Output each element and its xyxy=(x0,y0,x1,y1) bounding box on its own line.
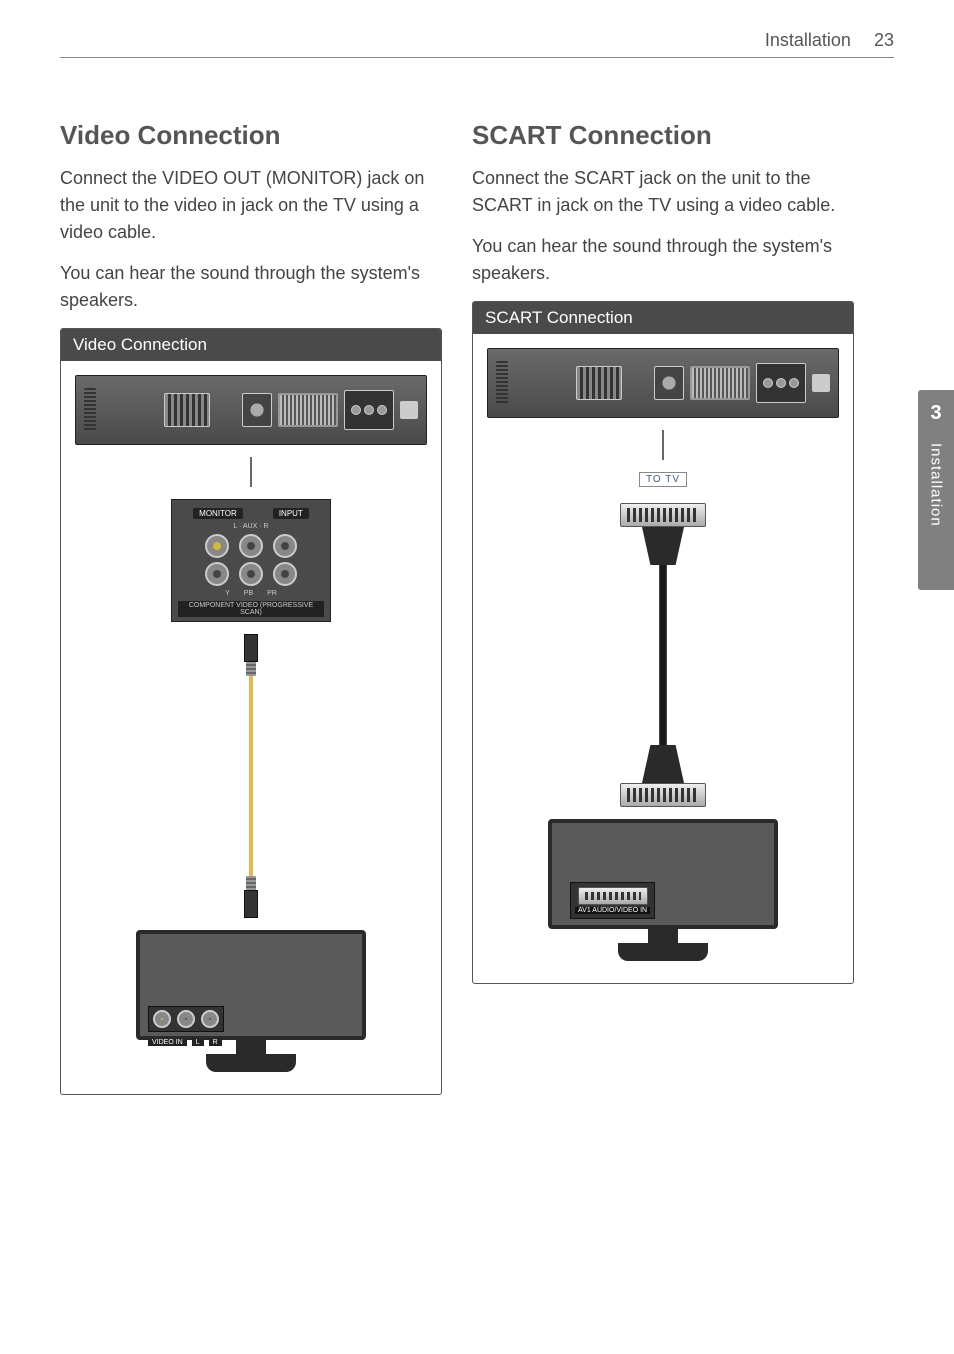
tv-video-in-jack-icon xyxy=(153,1010,171,1028)
pb-label: PB xyxy=(244,590,253,597)
page-number: 23 xyxy=(874,30,894,50)
tv-video-in-label: VIDEO IN xyxy=(148,1039,187,1046)
optical-port-icon xyxy=(400,401,418,419)
component-label: COMPONENT VIDEO (PROGRESSIVE SCAN) xyxy=(178,601,324,617)
rca-plug-top-icon xyxy=(244,634,258,662)
scart-connection-para2: You can hear the sound through the syste… xyxy=(472,233,854,287)
scart-connector-bottom-icon xyxy=(620,783,706,807)
scart-port-icon xyxy=(690,366,750,400)
ferrule-icon xyxy=(246,876,256,890)
scart-cable xyxy=(620,503,706,807)
tv-port-labels: VIDEO IN L R xyxy=(148,1039,222,1046)
video-diagram-body: MONITOR INPUT L · AUX · R xyxy=(61,361,441,1094)
scart-connection-para1: Connect the SCART jack on the unit to th… xyxy=(472,165,854,219)
input-label: INPUT xyxy=(273,508,309,519)
aux-l-jack-icon xyxy=(239,534,263,558)
video-connection-para1: Connect the VIDEO OUT (MONITOR) jack on … xyxy=(60,165,442,246)
device-rear-panel xyxy=(487,348,839,418)
rca-cluster-icon xyxy=(344,390,394,430)
header-section: Installation xyxy=(765,30,851,50)
callout-line xyxy=(250,457,252,487)
rca-cluster-icon xyxy=(756,363,806,403)
vent-icon xyxy=(496,361,508,405)
scart-wire xyxy=(659,565,667,745)
scart-diagram: SCART Connection TO TV xyxy=(472,301,854,984)
tv-audio-l-jack-icon xyxy=(177,1010,195,1028)
vent-icon xyxy=(84,388,96,432)
pr-label: PR xyxy=(267,590,277,597)
scart-diagram-title: SCART Connection xyxy=(473,302,853,334)
chapter-label: Installation xyxy=(928,443,945,527)
monitor-label: MONITOR xyxy=(193,508,243,519)
right-column: SCART Connection Connect the SCART jack … xyxy=(472,120,854,1095)
scart-port-icon xyxy=(278,393,338,427)
tv-icon: AV1 AUDIO/VIDEO IN xyxy=(548,819,778,969)
chapter-number: 3 xyxy=(930,402,941,425)
optical-port-icon xyxy=(812,374,830,392)
page-header: Installation 23 xyxy=(60,30,894,58)
tv-scart-port-icon xyxy=(578,887,648,905)
zoom-panel: MONITOR INPUT L · AUX · R xyxy=(171,499,331,622)
fan-icon xyxy=(654,366,684,400)
tv-scart-input: AV1 AUDIO/VIDEO IN xyxy=(570,882,655,919)
to-tv-label: TO TV xyxy=(639,472,687,487)
rca-cable xyxy=(244,634,258,918)
tv-scart-label: AV1 AUDIO/VIDEO IN xyxy=(575,907,650,914)
speaker-terminals-icon xyxy=(164,393,210,427)
rca-plug-bottom-icon xyxy=(244,890,258,918)
cable-wire xyxy=(249,676,253,876)
scart-connector-top-icon xyxy=(620,503,706,527)
video-diagram: Video Connection MONITOR xyxy=(60,328,442,1095)
device-rear-panel xyxy=(75,375,427,445)
scart-connection-heading: SCART Connection xyxy=(472,120,854,151)
component-pb-jack-icon xyxy=(239,562,263,586)
component-pr-jack-icon xyxy=(273,562,297,586)
tv-r-label: R xyxy=(209,1039,222,1046)
monitor-jack-icon xyxy=(205,534,229,558)
ferrule-icon xyxy=(246,662,256,676)
callout-line xyxy=(662,430,664,460)
main-content: Video Connection Connect the VIDEO OUT (… xyxy=(60,120,854,1095)
speaker-terminals-icon xyxy=(576,366,622,400)
fan-icon xyxy=(242,393,272,427)
tv-audio-r-jack-icon xyxy=(201,1010,219,1028)
left-column: Video Connection Connect the VIDEO OUT (… xyxy=(60,120,442,1095)
side-chapter-tab: 3 Installation xyxy=(918,390,954,590)
video-connection-heading: Video Connection xyxy=(60,120,442,151)
scart-diagram-body: TO TV AV1 AUDIO/VIDEO IN xyxy=(473,334,853,983)
tv-l-label: L xyxy=(192,1039,204,1046)
scart-plug-body-icon xyxy=(642,745,684,783)
tv-icon: VIDEO IN L R xyxy=(136,930,366,1080)
aux-label: L · AUX · R xyxy=(233,523,268,530)
tv-input-ports xyxy=(148,1006,224,1032)
video-connection-para2: You can hear the sound through the syste… xyxy=(60,260,442,314)
video-diagram-title: Video Connection xyxy=(61,329,441,361)
scart-plug-body-icon xyxy=(642,527,684,565)
component-y-jack-icon xyxy=(205,562,229,586)
aux-r-jack-icon xyxy=(273,534,297,558)
y-label: Y xyxy=(225,590,230,597)
